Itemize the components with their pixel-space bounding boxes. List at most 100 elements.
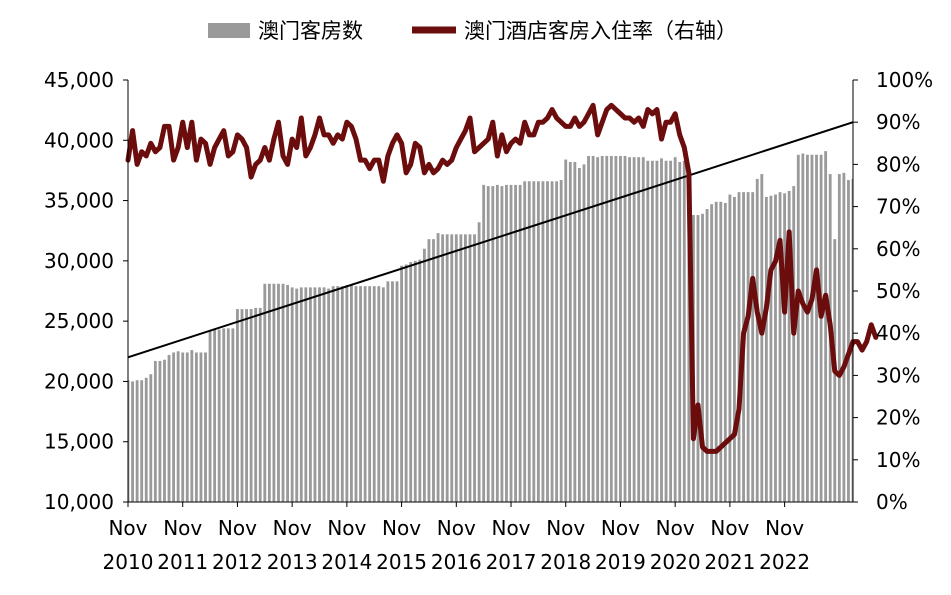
bar xyxy=(322,287,326,502)
bar xyxy=(318,287,321,502)
bar xyxy=(194,352,198,502)
legend-line-label: 澳门酒店客房入住率（右轴） xyxy=(464,19,737,43)
bar xyxy=(710,204,714,502)
bar xyxy=(144,377,148,502)
bar xyxy=(609,155,613,502)
bar xyxy=(163,359,166,502)
x-tick-year: 2013 xyxy=(267,550,318,574)
x-tick-year: 2016 xyxy=(431,550,482,574)
bar xyxy=(208,330,212,502)
bar xyxy=(454,234,458,502)
bar xyxy=(641,157,645,503)
bar xyxy=(623,155,627,502)
bar xyxy=(532,181,536,502)
bar xyxy=(222,328,226,502)
x-tick-month: Nov xyxy=(218,516,257,540)
bar xyxy=(340,286,344,502)
bar xyxy=(619,155,622,502)
x-tick-year: 2012 xyxy=(212,550,263,574)
x-tick-year: 2014 xyxy=(321,550,372,574)
bar xyxy=(596,157,600,503)
bar xyxy=(199,352,203,502)
bar xyxy=(308,287,312,502)
trend-line xyxy=(127,121,854,359)
legend: 澳门客房数 澳门酒店客房入住率（右轴） xyxy=(208,19,737,43)
bar xyxy=(628,157,631,503)
bar xyxy=(441,234,445,502)
bar xyxy=(769,195,773,502)
axes-layer: 10,000 15,000 20,000 25,000 30,000 35,000 40,0… xyxy=(44,68,933,574)
bar xyxy=(267,283,271,502)
bar xyxy=(249,309,253,502)
bar xyxy=(445,234,449,502)
bar xyxy=(172,352,176,502)
bar xyxy=(381,287,385,502)
left-tick-label: 35,000 xyxy=(44,189,114,213)
bar xyxy=(495,184,499,502)
bar xyxy=(514,184,517,502)
x-tick-month: Nov xyxy=(327,516,366,540)
bar xyxy=(774,194,777,503)
bar xyxy=(277,283,280,502)
x-tick-month: Nov xyxy=(656,516,695,540)
bar xyxy=(395,281,399,502)
bar xyxy=(245,309,248,502)
bar xyxy=(723,202,727,503)
bar xyxy=(550,181,554,502)
bar xyxy=(459,234,463,502)
x-tick-year: 2022 xyxy=(759,550,810,574)
bar xyxy=(436,233,440,502)
bar xyxy=(678,161,682,503)
x-tick-month: Nov xyxy=(273,516,312,540)
bar xyxy=(231,328,235,502)
bar xyxy=(477,222,481,502)
bar xyxy=(190,350,194,502)
x-tick-year: 2018 xyxy=(540,550,591,574)
bar xyxy=(368,286,372,502)
bar xyxy=(482,184,486,502)
bar xyxy=(432,239,435,502)
bar xyxy=(669,160,673,502)
bar xyxy=(422,248,426,502)
bar xyxy=(336,286,340,502)
bar xyxy=(345,284,349,502)
bar xyxy=(254,307,258,502)
x-tick-year: 2020 xyxy=(650,550,701,574)
bar xyxy=(760,174,764,503)
bar xyxy=(614,155,618,502)
bar xyxy=(427,239,431,502)
bar xyxy=(491,186,495,502)
bar xyxy=(523,181,527,502)
bar xyxy=(158,360,162,502)
x-tick-month: Nov xyxy=(108,516,147,540)
bar xyxy=(500,186,504,502)
bar xyxy=(536,181,540,502)
bar xyxy=(409,262,413,502)
bar xyxy=(391,281,394,502)
bar xyxy=(135,380,139,502)
bar xyxy=(733,196,736,502)
bar xyxy=(404,264,408,502)
trend-layer xyxy=(127,121,854,359)
bar xyxy=(354,286,358,502)
bar xyxy=(755,178,759,502)
bar xyxy=(295,288,299,502)
right-tick-label: 0% xyxy=(876,490,908,514)
x-tick-month: Nov xyxy=(546,516,585,540)
bar xyxy=(632,157,636,503)
right-tick-label: 100% xyxy=(876,68,933,92)
bar xyxy=(167,354,171,502)
bar xyxy=(842,172,846,502)
right-tick-label: 70% xyxy=(876,195,920,219)
bar xyxy=(450,234,454,502)
bar xyxy=(204,352,207,502)
bar xyxy=(546,181,549,502)
bar xyxy=(646,160,650,502)
bar xyxy=(131,381,134,502)
line-layer xyxy=(125,102,879,454)
bar xyxy=(258,307,262,502)
bar xyxy=(153,360,157,502)
bar xyxy=(327,288,331,502)
